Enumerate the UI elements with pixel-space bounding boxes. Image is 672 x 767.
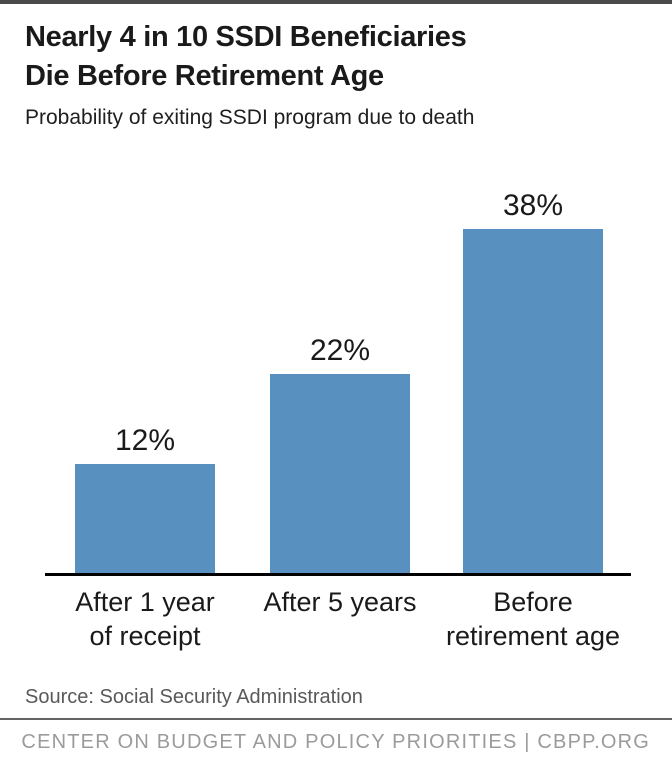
source-note: Source: Social Security Administration (25, 686, 363, 708)
chart-title-line2: Die Before Retirement Age (25, 60, 384, 92)
bar (75, 464, 215, 573)
category-label: Before retirement age (423, 585, 643, 653)
footer-divider (0, 718, 672, 720)
chart-subtitle: Probability of exiting SSDI program due … (25, 106, 475, 129)
value-label: 22% (309, 334, 371, 367)
x-axis-line (45, 573, 631, 576)
category-label-line2: of receipt (89, 621, 201, 651)
category-label: After 5 years (230, 585, 450, 619)
category-label-line1: After 1 year (75, 587, 215, 617)
category-label: After 1 year of receipt (35, 585, 255, 653)
category-label-line2: retirement age (445, 621, 621, 651)
value-label: 12% (114, 424, 176, 457)
bar (270, 374, 410, 573)
chart-title: Nearly 4 in 10 SSDI Beneficiaries Die Be… (25, 18, 650, 96)
category-label-line1: Before (493, 587, 573, 617)
chart-title-line1: Nearly 4 in 10 SSDI Beneficiaries (25, 21, 467, 53)
bar (463, 229, 603, 573)
footer-brand-text: CENTER ON BUDGET AND POLICY PRIORITIES |… (21, 731, 650, 753)
top-accent-bar (0, 0, 672, 4)
category-label-line1: After 5 years (263, 587, 417, 617)
value-label: 38% (502, 189, 564, 222)
